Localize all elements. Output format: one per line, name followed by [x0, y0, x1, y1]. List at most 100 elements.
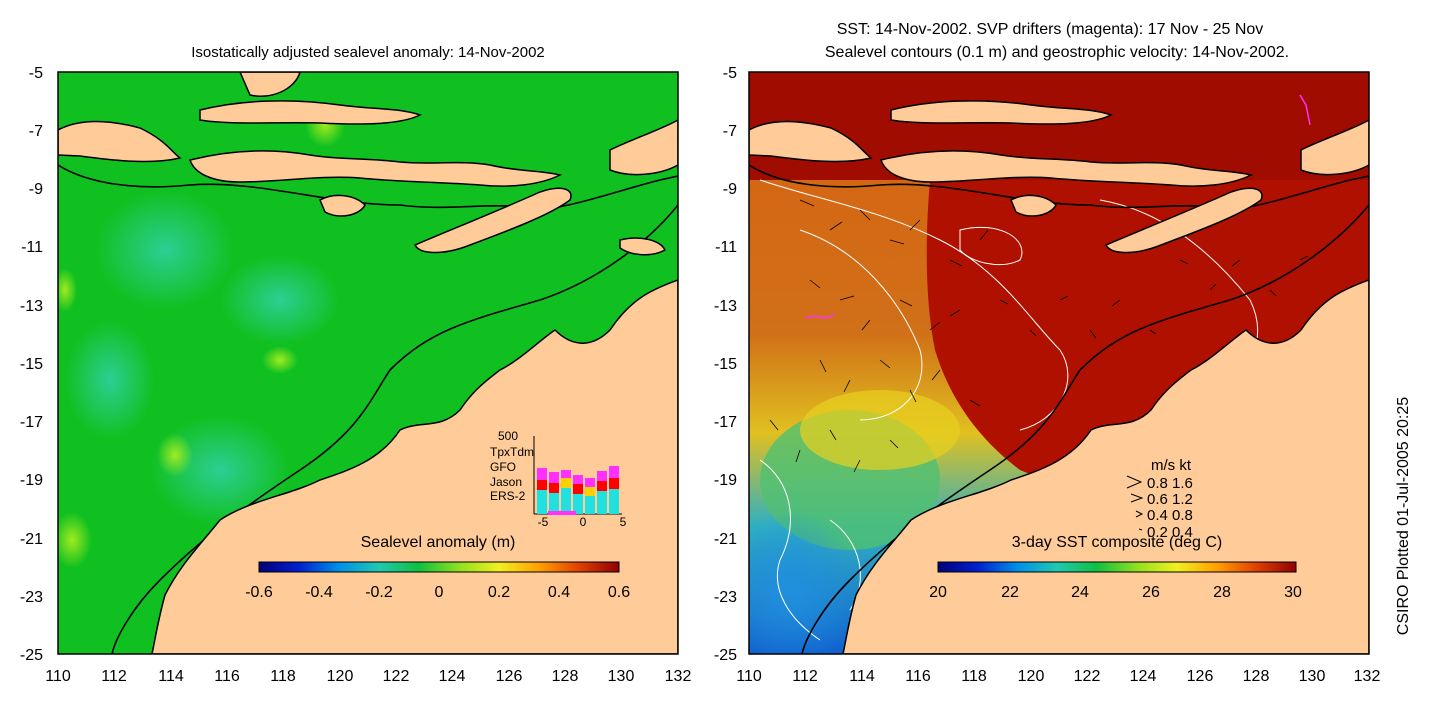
inset-legend-tpxtdm: TpxTdm: [490, 445, 534, 459]
velocity-key: m/s kt 0.8 1.6 0.6 1.2 0.4 0.8 0.2 0.4: [1126, 457, 1193, 541]
right-cool-blue-zone: [749, 510, 860, 654]
timor-island-right: [1104, 187, 1263, 254]
australia-mainland: [151, 279, 678, 654]
y-tick-label: -19: [714, 472, 737, 489]
x-tick-label: 114: [158, 668, 184, 685]
y-tick-label: -17: [20, 414, 43, 431]
inset-xtick: 5: [620, 515, 627, 529]
y-tick-label: -15: [714, 356, 737, 373]
left-panel-title: Isostatically adjusted sealevel anomaly:…: [191, 44, 545, 61]
inset-xtick: -5: [538, 515, 549, 529]
left-shelf-contour: [58, 164, 678, 654]
velocity-key-row: 0.8 1.6: [1147, 475, 1193, 492]
inset-legend-ers2: ERS-2: [490, 489, 526, 503]
right-colorbar-tick: 30: [1284, 584, 1302, 601]
right-panel-title-line1: SST: 14-Nov-2002. SVP drifters (magenta)…: [837, 21, 1264, 38]
y-tick-label: -17: [714, 414, 737, 431]
java-island: [58, 120, 182, 163]
x-tick-label: 124: [1130, 668, 1157, 685]
y-tick-label: -5: [723, 65, 737, 82]
left-land: [58, 72, 678, 654]
right-colorbar-tick: 28: [1213, 584, 1231, 601]
x-tick-label: 124: [439, 668, 466, 685]
y-tick-label: -21: [714, 531, 737, 548]
lesser-sunda-islands: [189, 150, 563, 187]
pass-histogram-inset: 500 TpxTdm GFO J: [490, 429, 627, 529]
drifter-track: [1299, 94, 1311, 126]
right-north-red-band: [749, 72, 1369, 180]
x-tick-label: 132: [665, 668, 692, 685]
inset-bar: [537, 490, 547, 514]
left-y-axis: -5 -7 -9 -11 -13 -15 -17 -19 -21 -23 -25: [20, 65, 43, 664]
y-tick-label: -13: [20, 298, 43, 315]
right-land: [749, 100, 1369, 654]
right-x-axis: 110 112 114 116 118 120 122 124 126 128 …: [736, 668, 1380, 685]
left-colorbar-tick: 0.4: [548, 584, 570, 601]
left-map: [58, 72, 678, 654]
right-colorbar-label: 3-day SST composite (deg C): [1012, 534, 1222, 551]
right-colorbar-ramp: [937, 561, 1297, 573]
velocity-key-arrow: [1135, 510, 1144, 518]
left-colorbar-tick: 0: [435, 584, 444, 601]
drifter-tracks: [804, 94, 1311, 319]
inset-legend-gfo: GFO: [490, 460, 516, 474]
inset-max-label: 500: [498, 429, 518, 443]
y-tick-label: -21: [20, 531, 43, 548]
inset-bar: [573, 494, 583, 514]
velocity-key-arrow: [1126, 475, 1143, 489]
left-colorbar-ramp: [258, 561, 620, 573]
right-colorbar-tick: 24: [1071, 584, 1089, 601]
drifter-track: [804, 313, 836, 319]
left-colorbar: Sealevel anomaly (m) -0.6 -0.4 -0.2 0 0.…: [245, 534, 630, 601]
inset-bar: [561, 488, 571, 514]
left-colorbar-tick: -0.2: [365, 584, 393, 601]
inset-bars: [537, 466, 619, 514]
left-anomaly-low-2: [220, 255, 340, 345]
left-colorbar-tick: -0.4: [305, 584, 333, 601]
x-tick-label: 132: [1354, 668, 1381, 685]
left-anomaly-low-1: [95, 190, 235, 310]
right-map-frame: [748, 71, 1370, 655]
left-anomaly-high-1: [157, 433, 193, 477]
flores-island-right: [890, 100, 1113, 125]
lesser-sunda-islands-right: [880, 150, 1254, 187]
x-tick-label: 118: [270, 668, 296, 685]
inset-xtick: 0: [580, 515, 587, 529]
y-tick-label: -11: [715, 239, 737, 256]
y-tick-label: -25: [714, 647, 737, 664]
velocity-key-arrow: [1130, 493, 1144, 503]
right-colorbar: 3-day SST composite (deg C) 20 22 24 26 …: [929, 534, 1302, 601]
left-anomaly-high-5: [262, 346, 298, 374]
right-colorbar-tick: 22: [1001, 584, 1019, 601]
flores-island: [199, 100, 422, 125]
x-tick-label: 116: [214, 668, 240, 685]
y-tick-label: -15: [20, 356, 43, 373]
x-tick-label: 126: [496, 668, 523, 685]
x-tick-label: 122: [1074, 668, 1101, 685]
inset-bar: [549, 493, 559, 514]
y-tick-label: -23: [714, 589, 737, 606]
x-tick-label: 122: [383, 668, 410, 685]
x-tick-label: 112: [101, 668, 127, 685]
y-tick-label: -7: [723, 123, 737, 140]
velocity-key-row: 0.2 0.4: [1147, 524, 1193, 541]
australia-mainland-right: [842, 279, 1369, 654]
y-tick-label: -9: [723, 181, 737, 198]
x-tick-label: 116: [905, 668, 931, 685]
y-tick-label: -5: [29, 65, 43, 82]
small-island-3: [239, 72, 301, 97]
right-yellow-zone: [800, 390, 960, 470]
y-tick-label: -19: [20, 472, 43, 489]
java-island-right: [749, 120, 873, 163]
x-tick-label: 112: [792, 668, 818, 685]
left-x-axis: 110 112 114 116 118 120 122 124 126 128 …: [45, 668, 691, 685]
velocity-key-arrow: [1138, 528, 1143, 531]
velocity-key-row: 0.4 0.8: [1147, 507, 1193, 524]
left-colorbar-label: Sealevel anomaly (m): [361, 534, 516, 551]
x-tick-label: 130: [1299, 668, 1326, 685]
left-colorbar-tick: 0.6: [608, 584, 630, 601]
velocity-key-row: 0.6 1.2: [1147, 491, 1193, 508]
x-tick-label: 128: [552, 668, 579, 685]
right-colorbar-tick: 26: [1142, 584, 1160, 601]
